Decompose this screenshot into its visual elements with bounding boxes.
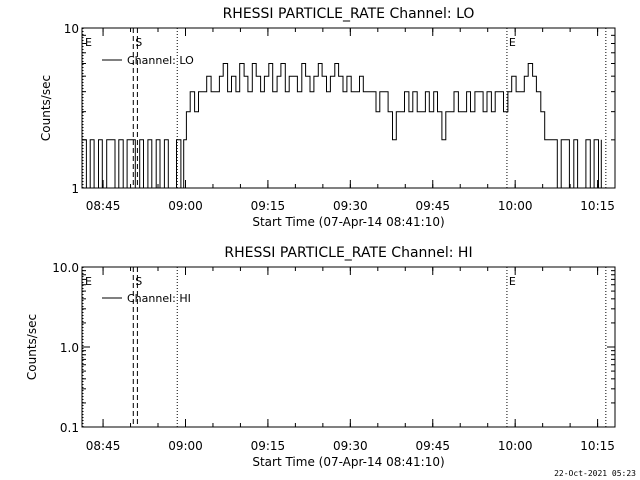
chart-title: RHESSI PARTICLE_RATE Channel: HI bbox=[224, 245, 472, 261]
x-tick-label: 10:15 bbox=[580, 439, 615, 453]
x-tick-label: 09:30 bbox=[333, 199, 368, 213]
x-tick-label: 08:45 bbox=[86, 439, 121, 453]
event-marker-label: E bbox=[509, 36, 516, 49]
x-tick-label: 10:00 bbox=[498, 199, 533, 213]
x-tick-label: 09:45 bbox=[415, 199, 450, 213]
y-tick-label: 1.0 bbox=[60, 341, 79, 355]
x-tick-label: 10:00 bbox=[498, 439, 533, 453]
footer-timestamp: 22-Oct-2021 05:23 bbox=[554, 469, 636, 478]
y-axis-label: Counts/sec bbox=[25, 314, 39, 380]
x-axis-label: Start Time (07-Apr-14 08:41:10) bbox=[252, 215, 444, 229]
x-tick-label: 09:00 bbox=[168, 199, 203, 213]
event-marker-label: E bbox=[509, 275, 516, 288]
event-marker-label: E bbox=[85, 36, 92, 49]
x-tick-label: 09:15 bbox=[251, 199, 286, 213]
chart-panel-1: RHESSI PARTICLE_RATE Channel: LO 1 10 08:45… bbox=[39, 6, 616, 229]
x-tick-label: 08:45 bbox=[86, 199, 121, 213]
y-tick-label: 10.0 bbox=[52, 261, 79, 275]
x-axis-label: Start Time (07-Apr-14 08:41:10) bbox=[252, 455, 444, 469]
chart-title: RHESSI PARTICLE_RATE Channel: LO bbox=[223, 6, 475, 22]
series-line-channel-lo bbox=[82, 63, 602, 189]
x-tick-label: 10:15 bbox=[580, 199, 615, 213]
event-marker-label: E bbox=[85, 275, 92, 288]
plot-frame bbox=[81, 27, 616, 189]
y-tick-label: 1 bbox=[71, 182, 79, 196]
x-tick-label: 09:45 bbox=[415, 439, 450, 453]
chart-panel-2: RHESSI PARTICLE_RATE Channel: HI 0.1 1.0 10… bbox=[25, 245, 616, 469]
x-tick-label: 09:15 bbox=[251, 439, 286, 453]
plot-frame bbox=[81, 266, 616, 428]
event-marker-label: S bbox=[135, 36, 142, 49]
y-tick-label: 10 bbox=[64, 22, 79, 36]
x-tick-label: 09:00 bbox=[168, 439, 203, 453]
y-tick-label: 0.1 bbox=[60, 421, 79, 435]
y-axis-label: Counts/sec bbox=[39, 75, 53, 141]
legend-entry: Channel: LO bbox=[127, 54, 194, 67]
legend-entry: Channel: HI bbox=[127, 292, 191, 305]
x-tick-label: 09:30 bbox=[333, 439, 368, 453]
event-marker-label: S bbox=[135, 275, 142, 288]
